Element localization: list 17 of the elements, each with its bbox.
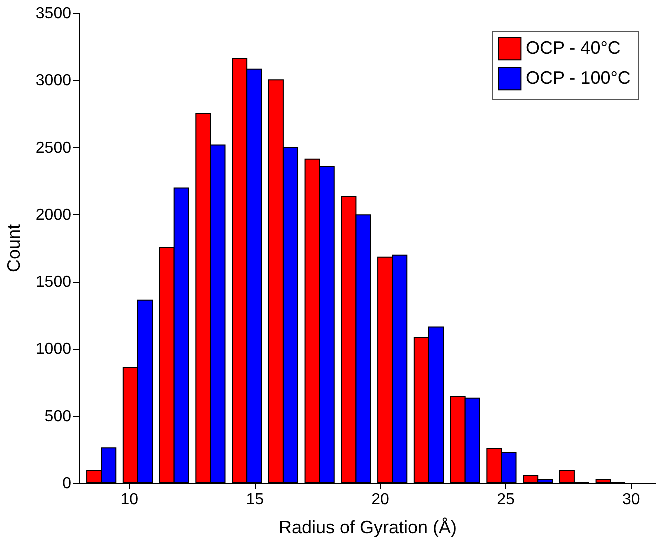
y-tick-label: 1000 bbox=[36, 341, 72, 358]
y-tick-label: 1500 bbox=[36, 274, 72, 292]
x-tick-label: 10 bbox=[120, 492, 139, 508]
x-tick-label: 30 bbox=[622, 492, 640, 508]
legend-label: OCP - 40°C bbox=[526, 38, 621, 58]
y-axis-title: Count bbox=[4, 224, 24, 273]
y-tick-label: 2000 bbox=[36, 206, 72, 224]
x-tick-label: 25 bbox=[497, 492, 515, 508]
y-tick-label: 2500 bbox=[36, 140, 72, 157]
x-tick-label: 15 bbox=[246, 492, 264, 508]
x-tick-label: 20 bbox=[372, 492, 390, 508]
y-tick-label: 0 bbox=[62, 476, 72, 492]
x-axis-title: Radius of Gyration (Å) bbox=[278, 518, 458, 538]
y-tick-label: 3500 bbox=[36, 6, 72, 22]
legend-label: OCP - 100°C bbox=[526, 68, 631, 88]
y-tick-label: 3000 bbox=[36, 72, 72, 90]
y-tick-label: 500 bbox=[44, 408, 72, 426]
